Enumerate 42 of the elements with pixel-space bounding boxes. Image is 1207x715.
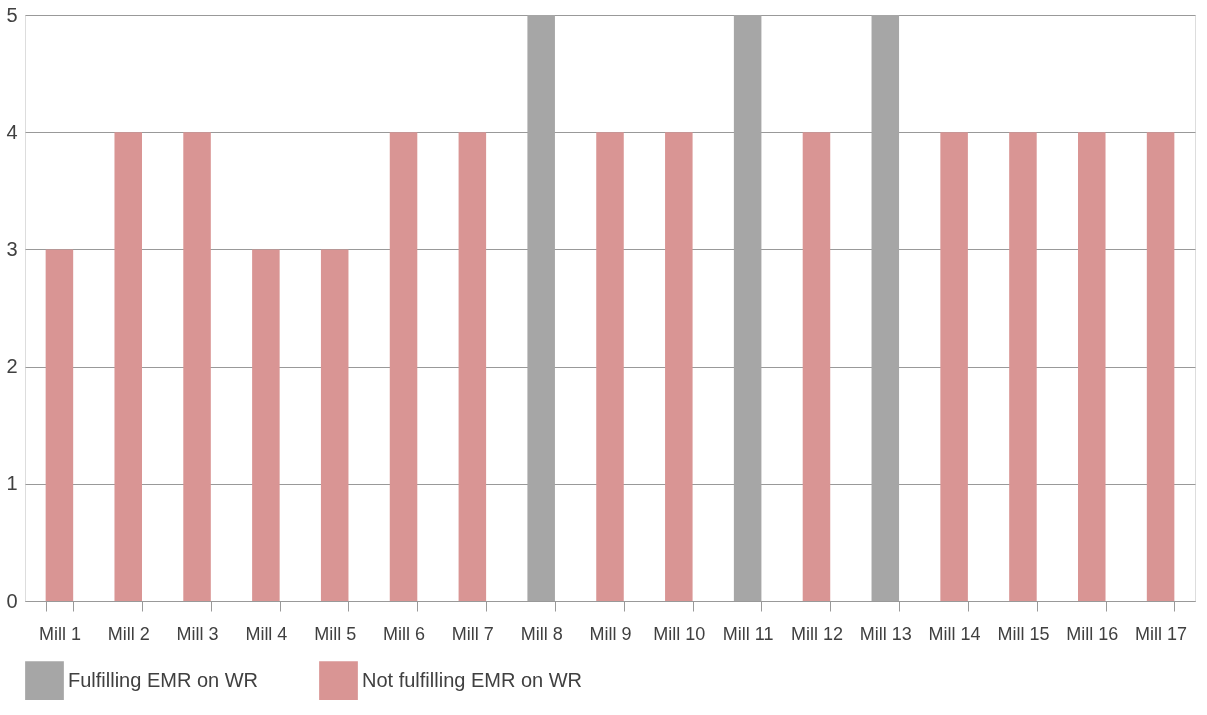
y-tick-label: 1 xyxy=(6,472,18,495)
legend-label: Fulfilling EMR on WR xyxy=(68,668,259,691)
bar xyxy=(183,132,211,601)
x-tick-label: Mill 13 xyxy=(859,623,912,644)
x-tick-label: Mill 16 xyxy=(1066,623,1119,644)
y-tick-label: 4 xyxy=(6,120,18,143)
y-tick-label: 5 xyxy=(6,3,18,26)
bar xyxy=(389,132,418,601)
bar xyxy=(871,15,900,601)
x-tick-label: Mill 2 xyxy=(107,623,150,644)
bar xyxy=(458,132,487,601)
x-tick-label: Mill 11 xyxy=(722,623,774,644)
bar xyxy=(252,249,280,601)
x-tick-label: Mill 1 xyxy=(38,623,81,644)
bar xyxy=(45,249,74,601)
bar xyxy=(665,132,693,601)
y-tick-label: 0 xyxy=(6,589,18,612)
y-tick-label: 2 xyxy=(6,355,18,378)
y-tick-label: 3 xyxy=(6,237,18,260)
bar xyxy=(1009,132,1037,601)
bar xyxy=(320,249,349,601)
x-tick-label: Mill 10 xyxy=(653,623,706,644)
bar xyxy=(802,132,831,601)
bar xyxy=(596,132,624,601)
bar xyxy=(1078,132,1106,601)
legend-label: Not fulfilling EMR on WR xyxy=(362,668,583,691)
bar xyxy=(1146,132,1175,601)
x-tick-label: Mill 5 xyxy=(314,623,357,644)
bar xyxy=(114,132,142,601)
x-tick-label: Mill 6 xyxy=(383,623,426,644)
x-tick-label: Mill 12 xyxy=(790,623,843,644)
x-tick-label: Mill 3 xyxy=(176,623,219,644)
x-tick-label: Mill 7 xyxy=(451,623,494,644)
x-tick-label: Mill 14 xyxy=(928,623,981,644)
x-tick-label: Mill 17 xyxy=(1135,623,1188,644)
x-tick-label: Mill 8 xyxy=(520,623,563,644)
bar xyxy=(527,15,555,601)
x-tick-label: Mill 9 xyxy=(589,623,632,644)
bar xyxy=(940,132,968,601)
x-tick-label: Mill 15 xyxy=(997,623,1050,644)
bar xyxy=(733,15,762,601)
x-tick-label: Mill 4 xyxy=(245,623,288,644)
